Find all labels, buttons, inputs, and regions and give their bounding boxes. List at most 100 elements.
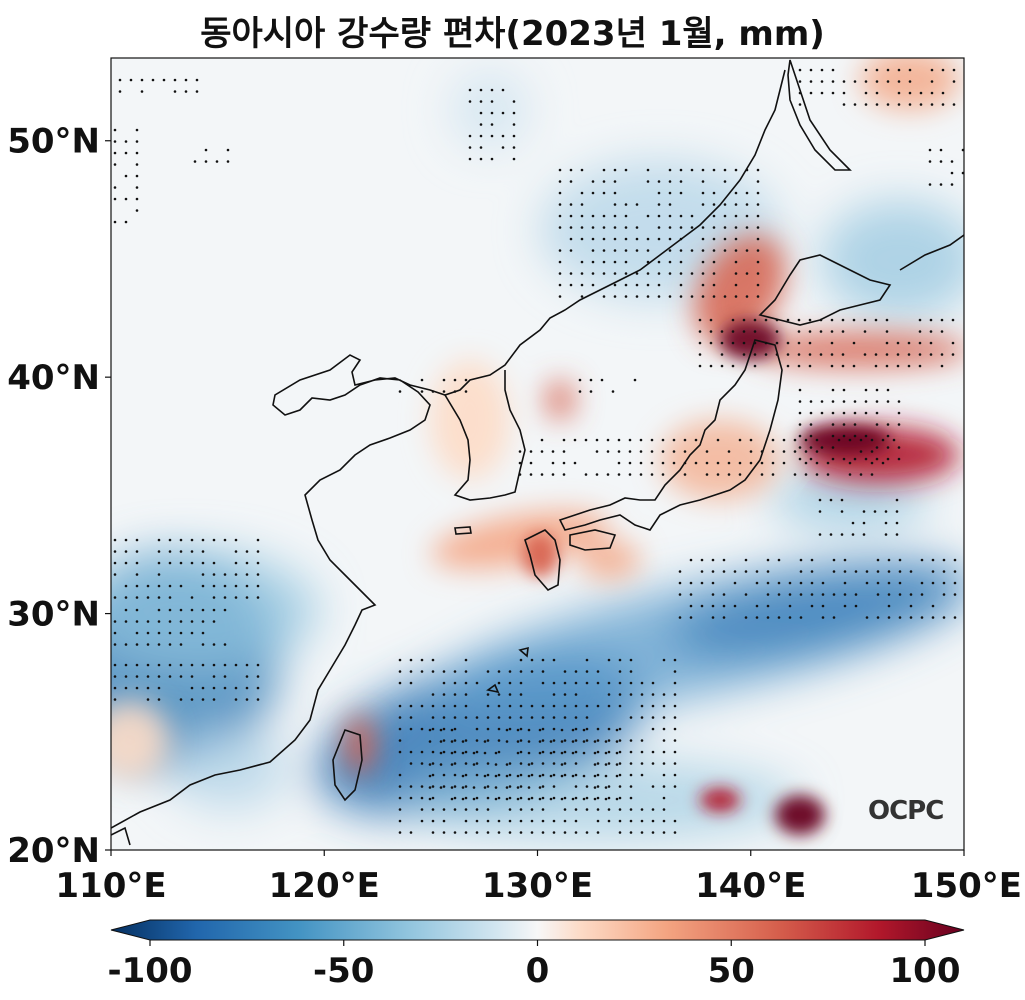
stipple-dot [875, 80, 879, 83]
stipple-dot [683, 450, 687, 453]
stipple-dot [475, 773, 479, 777]
stipple-dot [212, 596, 216, 599]
stipple-dot [756, 283, 760, 287]
stipple-dot [662, 831, 666, 834]
stipple-dot [742, 318, 746, 322]
stipple-dot [113, 197, 117, 201]
stipple-dot [896, 364, 900, 368]
stipple-dot [494, 774, 498, 778]
stipple-dot [842, 457, 846, 461]
stipple-dot [569, 283, 573, 287]
stipple-dot [786, 318, 790, 322]
stipple-dot [929, 353, 933, 356]
stipple-dot [558, 272, 562, 275]
stipple-dot [895, 510, 899, 513]
stipple-dot [886, 446, 890, 449]
colorbar-tick-label: 100 [890, 951, 961, 991]
stipple-dot [920, 581, 924, 585]
stipple-dot [709, 318, 713, 322]
stipple-dot [870, 438, 874, 442]
stipple-dot [124, 596, 128, 599]
stipple-dot [832, 570, 836, 573]
stipple-dot [848, 461, 852, 465]
stipple-dot [864, 80, 868, 83]
stipple-dot [508, 693, 512, 696]
stipple-dot [679, 226, 683, 229]
stipple-dot [602, 214, 606, 218]
y-tick-label: 30°N [7, 595, 100, 635]
stipple-dot [558, 203, 562, 206]
stipple-dot [223, 675, 227, 678]
stipple-dot [508, 762, 512, 765]
stipple-dot [690, 168, 694, 172]
stipple-dot [731, 341, 735, 345]
stipple-dot [887, 616, 891, 619]
stipple-dot [662, 785, 666, 788]
stipple-dot [624, 237, 628, 241]
stipple-dot [497, 704, 501, 708]
stipple-dot [862, 510, 866, 513]
stipple-dot [540, 450, 544, 453]
stipple-dot [519, 831, 523, 834]
stipple-dot [722, 604, 726, 608]
stipple-dot [596, 727, 600, 731]
stipple-dot [168, 550, 172, 553]
stipple-dot [516, 751, 520, 755]
stipple-dot [705, 450, 709, 453]
stipple-dot [657, 180, 661, 183]
stipple-dot [662, 796, 666, 800]
stipple-dot [775, 330, 779, 333]
stipple-dot [875, 423, 879, 426]
stipple-dot [624, 249, 628, 252]
stipple-dot [613, 214, 617, 218]
stipple-dot [212, 663, 216, 667]
stipple-dot [428, 774, 432, 778]
stipple-dot [941, 68, 945, 72]
stipple-dot [826, 473, 830, 476]
stipple-dot [865, 570, 869, 573]
stipple-dot [679, 180, 683, 183]
stipple-dot [953, 581, 957, 585]
stipple-dot [593, 786, 597, 789]
stipple-dot [113, 163, 117, 166]
stipple-dot [596, 750, 600, 754]
stipple-dot [549, 740, 553, 743]
stipple-dot [618, 704, 622, 708]
stipple-dot [540, 438, 544, 442]
stipple-dot [516, 774, 520, 778]
stipple-dot [245, 550, 249, 553]
stipple-dot [563, 681, 567, 685]
stipple-dot [694, 461, 698, 465]
stipple-dot [635, 295, 639, 298]
stipple-dot [591, 249, 595, 252]
stipple-dot [453, 739, 457, 742]
stipple-dot [442, 378, 446, 382]
stipple-dot [497, 796, 501, 800]
stipple-dot [585, 716, 589, 719]
stipple-dot [475, 762, 479, 765]
stipple-dot [234, 663, 238, 667]
x-tick-label: 130°E [482, 866, 593, 906]
stipple-dot [179, 608, 183, 612]
stipple-dot [679, 272, 683, 275]
stipple-dot [212, 573, 216, 576]
stipple-dot [607, 658, 611, 662]
stipple-dot [574, 796, 578, 800]
stipple-dot [711, 593, 715, 596]
stipple-dot [690, 226, 694, 229]
stipple-dot [530, 762, 534, 765]
stipple-dot [909, 593, 913, 596]
stipple-dot [705, 473, 709, 476]
stipple-dot [720, 330, 724, 333]
stipple-dot [585, 670, 589, 673]
stipple-dot [602, 168, 606, 172]
colorbar-tick-label: 0 [526, 951, 550, 991]
stipple-dot [530, 704, 534, 708]
stipple-dot [742, 330, 746, 333]
stipple-dot [607, 785, 611, 788]
stipple-dot [733, 570, 737, 573]
stipple-dot [673, 727, 677, 731]
stipple-dot [716, 438, 720, 442]
stipple-dot [574, 762, 578, 765]
stipple-dot [245, 596, 249, 599]
